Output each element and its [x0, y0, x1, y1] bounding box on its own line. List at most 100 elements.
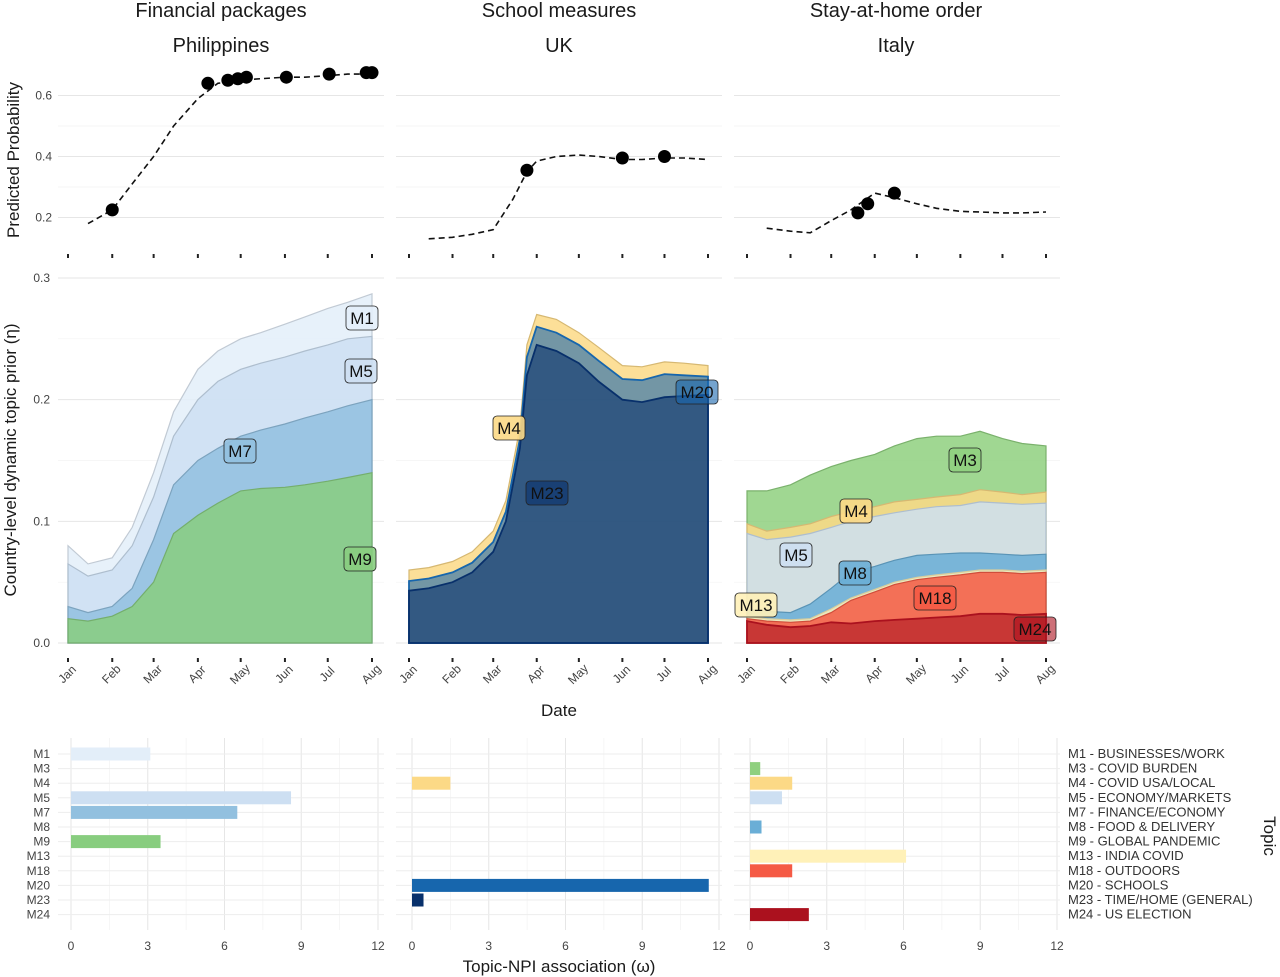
category-label: M20: [27, 878, 51, 892]
area-m24: [746, 612, 1047, 644]
data-point: [520, 163, 534, 177]
legend-item: M5 - ECONOMY/MARKETS: [1068, 790, 1232, 805]
x-axis-title-bottom: Topic-NPI association (ω): [463, 957, 656, 976]
col1-title: Financial packages: [135, 0, 306, 22]
category-label: M9: [33, 835, 50, 849]
col2-title: School measures: [482, 0, 637, 22]
x-tick-label: May: [227, 661, 253, 687]
series-label-box: [492, 415, 526, 441]
legend-title: Topic: [1260, 816, 1279, 856]
x-tick-label: Aug: [695, 662, 720, 687]
x-tick-label: 12: [371, 939, 385, 953]
series-label: M18: [918, 589, 951, 608]
x-tick-label: Apr: [524, 663, 547, 686]
x-tick-label: Aug: [359, 662, 384, 687]
y-tick-label: 0.2: [33, 393, 50, 407]
series-label-box: [913, 585, 957, 611]
legend-item: M13 - INDIA COVID: [1068, 848, 1184, 863]
x-tick-label: Feb: [439, 662, 464, 687]
series-label-box: [344, 358, 378, 384]
bar-m20: [412, 878, 709, 892]
legend-item: M20 - SCHOOLS: [1068, 877, 1169, 892]
x-tick-label: 6: [900, 939, 907, 953]
x-tick-label: 6: [221, 939, 228, 953]
series-label: M9: [348, 550, 372, 569]
x-tick-label: 9: [977, 939, 984, 953]
y-tick-label: 0.2: [35, 211, 52, 225]
x-tick-label: Apr: [186, 663, 209, 686]
bar-m9: [71, 835, 161, 849]
bar-m7: [71, 805, 238, 819]
series-label: M1: [350, 309, 374, 328]
x-tick-label: Jan: [55, 662, 79, 686]
category-label: M4: [33, 776, 50, 790]
y-tick-label: 0.3: [33, 271, 50, 285]
x-tick-label: Jul: [991, 664, 1012, 685]
x-tick-label: Jul: [653, 664, 674, 685]
prob-panel-1: 0.2 0.4 0.6: [35, 66, 384, 258]
bar-m1: [71, 747, 151, 761]
x-tick-label: 0: [747, 939, 754, 953]
category-label: M24: [27, 908, 51, 922]
series-label: M20: [680, 383, 713, 402]
bar-m3: [750, 762, 761, 776]
legend-item: M3 - COVID BURDEN: [1068, 761, 1197, 776]
x-tick-label: Feb: [777, 662, 802, 687]
series-label: M8: [843, 564, 867, 583]
data-point: [105, 203, 119, 217]
col3-subtitle: Italy: [878, 35, 915, 57]
series-label: M4: [497, 419, 521, 438]
series-label-box: [525, 480, 569, 506]
assoc-panel-2: 0 3 6 9 12: [396, 738, 726, 953]
category-label: M3: [33, 762, 50, 776]
bar-m5: [71, 791, 292, 805]
series-label: M23: [530, 484, 563, 503]
series-label: M24: [1018, 620, 1051, 639]
data-point: [221, 73, 235, 87]
data-point: [851, 206, 865, 220]
x-tick-label: Mar: [141, 662, 166, 687]
data-point: [861, 197, 875, 211]
bar-m24: [750, 908, 809, 922]
prob-panel-3: [734, 95, 1060, 258]
series-label-box: [948, 447, 982, 473]
series-label: M3: [953, 451, 977, 470]
series-label-box: [343, 546, 377, 572]
legend-item: M23 - TIME/HOME (GENERAL): [1068, 892, 1253, 907]
series-label: M13: [739, 596, 772, 615]
series-label: M4: [844, 502, 868, 521]
series-label-box: [779, 542, 813, 568]
x-tick-label: Mar: [818, 662, 843, 687]
y-tick-label: 0.0: [33, 636, 50, 650]
x-tick-label: 12: [1050, 939, 1064, 953]
col1-subtitle: Philippines: [173, 35, 270, 57]
series-label: M5: [349, 362, 373, 381]
legend-item: M18 - OUTDOORS: [1068, 863, 1180, 878]
x-tick-label: 0: [409, 939, 416, 953]
legend-item: M1 - BUSINESSES/WORK: [1068, 746, 1225, 761]
col2-subtitle: UK: [545, 35, 573, 57]
x-tick-label: Jun: [948, 662, 972, 686]
legend-item: M4 - COVID USA/LOCAL: [1068, 775, 1215, 790]
legend-item: M9 - GLOBAL PANDEMIC: [1068, 834, 1220, 849]
predicted-probability-line: [87, 73, 372, 225]
legend-item: M8 - FOOD & DELIVERY: [1068, 819, 1215, 834]
x-tick-label: Jan: [734, 662, 758, 686]
bar-m4: [412, 776, 451, 790]
category-label: M18: [27, 864, 51, 878]
x-tick-label: Jun: [272, 662, 296, 686]
x-tick-label: Feb: [99, 662, 124, 687]
prob-panel-2: [396, 95, 722, 258]
bar-m4: [750, 776, 793, 790]
series-label-box: [675, 379, 719, 405]
x-axis-title-date: Date: [541, 701, 577, 720]
x-tick-label: Mar: [480, 662, 505, 687]
bar-m18: [750, 864, 793, 878]
col3-title: Stay-at-home order: [810, 0, 983, 22]
y-tick-label: 0.4: [35, 150, 52, 164]
x-tick-label: 3: [485, 939, 492, 953]
data-point: [322, 67, 336, 81]
predicted-probability-line: [766, 192, 1047, 234]
